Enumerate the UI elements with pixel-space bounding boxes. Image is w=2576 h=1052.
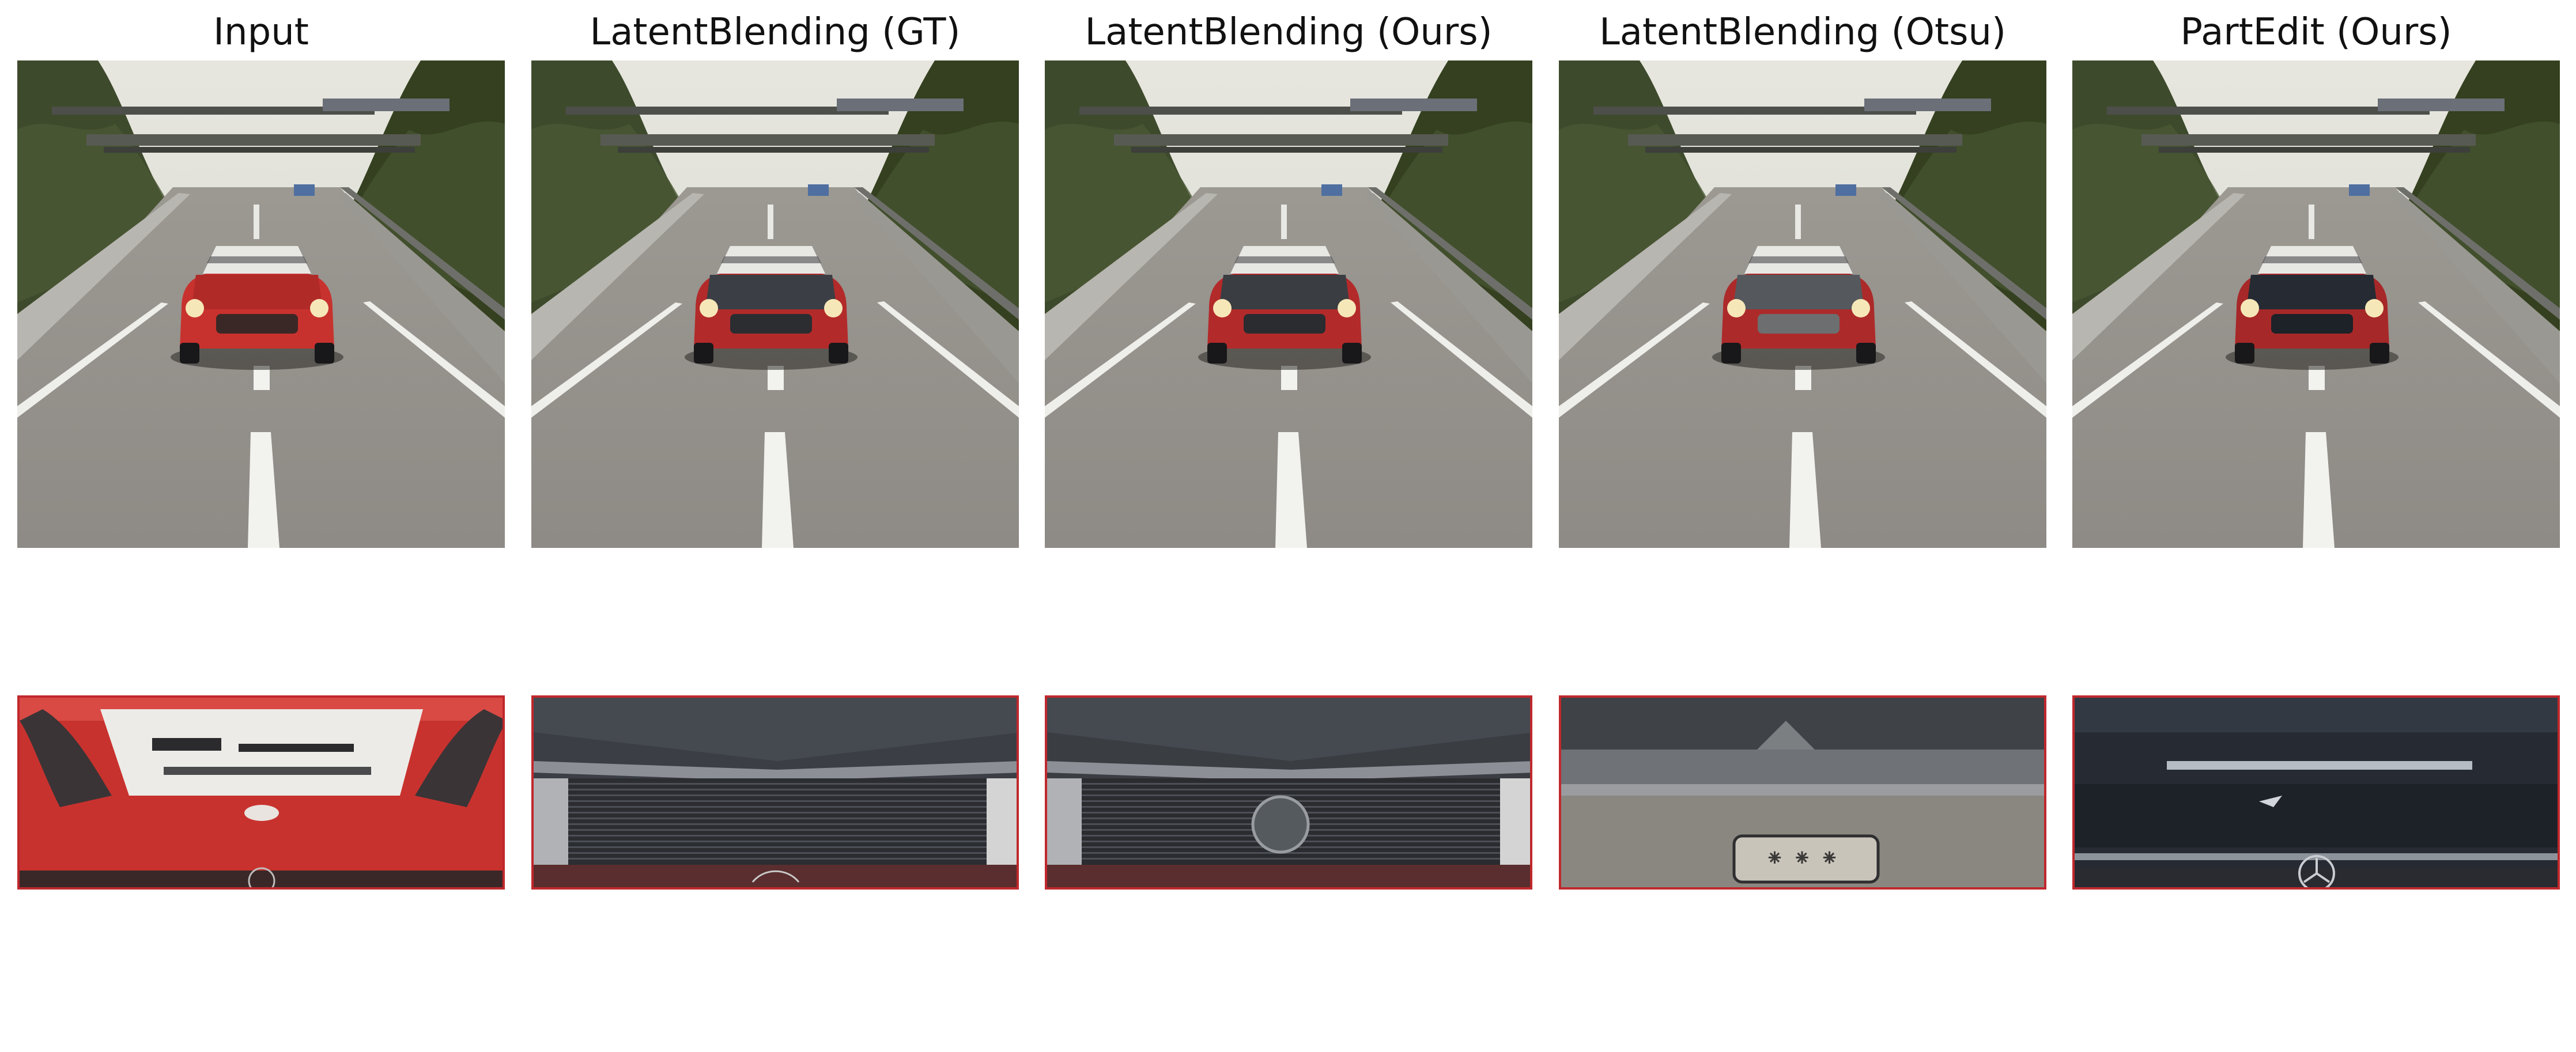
svg-text:⁕⁕⁕: ⁕⁕⁕ [1765, 845, 1848, 872]
column-title-partedit-ours: PartEdit (Ours) [2180, 11, 2452, 54]
column-title-latentblending-gt: LatentBlending (GT) [590, 11, 961, 54]
crop-image-latentblending-gt [531, 695, 1019, 890]
crop-image-latentblending-otsu: ⁕⁕⁕ [1559, 695, 2046, 890]
column-title-latentblending-ours: LatentBlending (Ours) [1085, 11, 1493, 54]
scene-image-input [17, 60, 505, 548]
crop-image-input [17, 695, 505, 890]
column-title-input: Input [213, 11, 309, 54]
crop-image-latentblending-ours [1045, 695, 1532, 890]
scene-image-latentblending-gt [531, 60, 1019, 548]
scene-image-partedit-ours [2072, 60, 2560, 548]
crop-image-partedit-ours [2072, 695, 2560, 890]
scene-image-latentblending-otsu [1559, 60, 2046, 548]
scene-image-latentblending-ours [1045, 60, 1532, 548]
column-title-latentblending-otsu: LatentBlending (Otsu) [1599, 11, 2006, 54]
